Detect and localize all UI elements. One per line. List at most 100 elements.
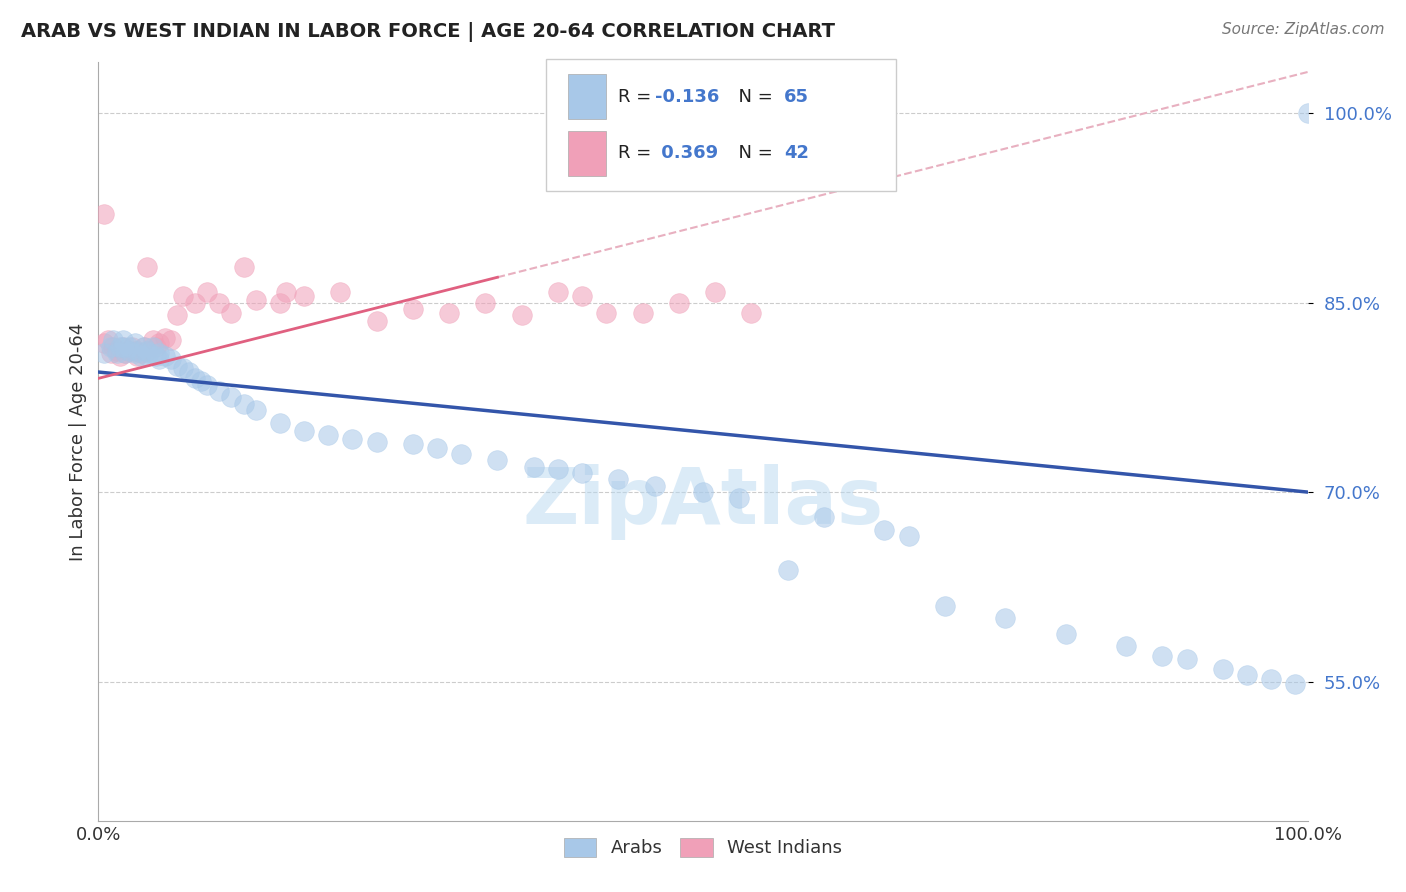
Point (873, 523, 896, 537)
Point (1284, 677, 1306, 691)
Point (510, 308, 533, 322)
Point (166, 359, 188, 373)
Point (134, 340, 156, 354)
Point (486, 453, 509, 467)
Point (134, 340, 156, 354)
Point (292, 289, 315, 303)
Point (366, 314, 388, 328)
Text: -0.136: -0.136 (655, 87, 718, 105)
Point (208, 384, 231, 398)
Point (523, 459, 546, 474)
Point (1260, 672, 1282, 686)
Point (124, 343, 146, 358)
Point (118, 340, 141, 354)
Point (571, 466, 593, 480)
Point (135, 349, 157, 363)
Point (934, 599, 956, 613)
Point (1175, 652, 1198, 666)
Point (124, 336, 146, 351)
Point (692, 485, 714, 500)
Point (135, 260, 157, 275)
Point (274, 285, 297, 300)
Point (450, 447, 472, 461)
Point (101, 334, 124, 348)
Point (190, 374, 212, 388)
Point (129, 346, 152, 360)
Point (1054, 626, 1077, 640)
Legend: Arabs, West Indians: Arabs, West Indians (557, 830, 849, 864)
Point (93, 346, 115, 360)
Point (342, 432, 364, 446)
Point (160, 352, 183, 367)
Point (547, 285, 569, 300)
Point (571, 289, 593, 303)
Point (101, 340, 124, 354)
Point (668, 295, 690, 310)
Text: ZipAtlas: ZipAtlas (523, 464, 883, 541)
Point (121, 340, 143, 354)
Point (135, 343, 157, 358)
Point (135, 343, 157, 358)
Point (166, 308, 188, 322)
Text: ARAB VS WEST INDIAN IN LABOR FORCE | AGE 20-64 CORRELATION CHART: ARAB VS WEST INDIAN IN LABOR FORCE | AGE… (21, 22, 835, 42)
Point (105, 343, 128, 358)
Text: N =: N = (727, 87, 779, 105)
Point (105, 346, 128, 360)
Point (111, 334, 134, 348)
Point (1296, 106, 1319, 120)
Point (153, 331, 176, 345)
Point (148, 346, 170, 360)
Point (145, 349, 167, 363)
Point (148, 352, 170, 367)
Point (245, 293, 267, 307)
Point (1212, 662, 1234, 676)
FancyBboxPatch shape (568, 74, 606, 119)
Point (316, 428, 339, 442)
Point (138, 346, 160, 360)
Point (245, 403, 267, 417)
Point (142, 340, 165, 354)
Point (179, 365, 201, 379)
Point (114, 346, 136, 360)
Point (97, 334, 120, 348)
Point (208, 295, 231, 310)
Point (269, 295, 291, 310)
Point (1152, 649, 1174, 664)
Point (118, 343, 141, 358)
Point (813, 510, 835, 524)
Point (127, 343, 149, 358)
Text: R =: R = (619, 145, 658, 162)
Point (547, 462, 569, 476)
Point (195, 377, 218, 392)
Point (124, 346, 146, 360)
Point (221, 305, 243, 319)
Point (108, 340, 131, 354)
Point (269, 416, 291, 430)
Point (111, 340, 134, 354)
Point (118, 343, 141, 358)
Point (153, 349, 176, 363)
Text: R =: R = (619, 87, 658, 105)
Point (644, 479, 666, 493)
Point (897, 529, 920, 543)
Text: 65: 65 (785, 87, 808, 105)
Point (195, 285, 218, 300)
Point (100, 340, 122, 354)
Point (728, 491, 751, 506)
Point (93, 336, 115, 351)
Point (631, 305, 654, 319)
Point (994, 611, 1017, 625)
Point (111, 340, 134, 354)
Point (1236, 668, 1258, 682)
FancyBboxPatch shape (568, 131, 606, 176)
Point (232, 396, 254, 410)
Point (184, 295, 207, 310)
Point (607, 473, 630, 487)
Point (704, 285, 727, 300)
Point (127, 349, 149, 363)
Point (129, 349, 152, 363)
Point (148, 336, 170, 351)
Point (402, 437, 425, 451)
Point (184, 371, 207, 385)
Point (437, 305, 460, 319)
